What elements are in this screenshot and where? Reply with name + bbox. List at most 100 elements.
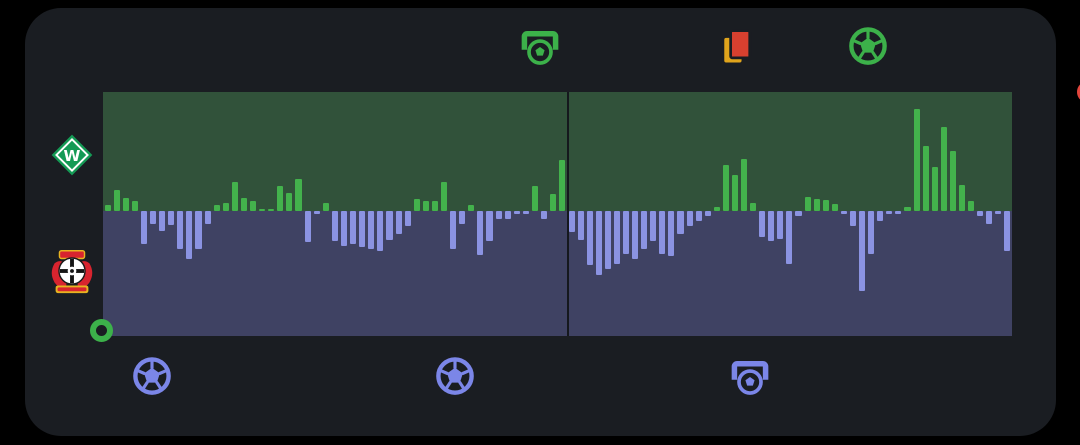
momentum-bar	[440, 182, 448, 211]
momentum-bar	[495, 211, 502, 219]
momentum-bar-slot	[1004, 92, 1011, 336]
momentum-bar-slot	[759, 92, 766, 336]
momentum-bar-slot	[531, 92, 538, 336]
momentum-bar-slot	[777, 92, 784, 336]
momentum-bar	[131, 201, 138, 211]
momentum-chart[interactable]	[90, 81, 1080, 342]
momentum-bar-slot	[222, 92, 229, 336]
momentum-bar-slot	[568, 92, 575, 336]
momentum-bar	[849, 211, 857, 226]
momentum-bar-slot	[204, 92, 211, 336]
momentum-bar	[940, 127, 947, 211]
momentum-bar-slot	[450, 92, 457, 336]
momentum-bar-slot	[913, 92, 920, 336]
momentum-bar	[759, 211, 766, 237]
momentum-bar-slot	[986, 92, 993, 336]
momentum-bar	[140, 211, 147, 244]
momentum-bar-slot	[340, 92, 348, 336]
momentum-bar	[477, 211, 484, 255]
momentum-bar	[613, 211, 620, 264]
momentum-bar-slot	[822, 92, 829, 336]
momentum-bar	[431, 201, 438, 211]
momentum-bar	[340, 211, 348, 246]
momentum-bar-slot	[404, 92, 411, 336]
momentum-bar	[840, 211, 847, 214]
momentum-bar-slot	[195, 92, 202, 336]
momentum-bar	[331, 211, 338, 241]
momentum-bar	[368, 211, 375, 249]
momentum-bar	[231, 182, 238, 211]
start-marker-handle[interactable]	[90, 319, 113, 342]
momentum-bar-slot	[322, 92, 329, 336]
momentum-bar	[977, 211, 984, 216]
football-icon	[434, 355, 476, 401]
momentum-bar	[604, 211, 611, 269]
momentum-bar	[422, 201, 429, 211]
momentum-bar	[122, 198, 129, 211]
momentum-bar	[159, 211, 166, 231]
momentum-bar-slot	[350, 92, 357, 336]
momentum-bar	[149, 211, 157, 224]
momentum-bar-slot	[977, 92, 984, 336]
momentum-bar-slot	[113, 92, 120, 336]
momentum-bar-slot	[149, 92, 157, 336]
momentum-bar-slot	[459, 92, 466, 336]
momentum-bar-slot	[550, 92, 557, 336]
momentum-bar-slot	[931, 92, 938, 336]
momentum-bar	[113, 190, 120, 211]
momentum-bar-slot	[768, 92, 775, 336]
momentum-bar	[295, 179, 302, 211]
momentum-bar	[949, 151, 956, 211]
bayer-leverkusen-logo[interactable]	[45, 244, 99, 298]
momentum-bar	[859, 211, 866, 291]
momentum-bar-slot	[186, 92, 193, 336]
momentum-bar-slot	[131, 92, 138, 336]
momentum-bar	[922, 146, 929, 211]
momentum-bar	[240, 198, 247, 211]
momentum-bar	[722, 165, 729, 211]
football-icon	[847, 25, 889, 71]
momentum-bar-slot	[504, 92, 511, 336]
momentum-bar	[304, 211, 311, 242]
momentum-bar-slot	[704, 92, 711, 336]
momentum-bar	[804, 197, 811, 211]
momentum-bar	[931, 167, 938, 211]
momentum-bar	[222, 203, 229, 211]
momentum-bar-slot	[440, 92, 448, 336]
momentum-bar-slot	[431, 92, 438, 336]
momentum-bar	[686, 211, 693, 226]
momentum-bar	[104, 205, 111, 211]
momentum-bar-slot	[277, 92, 284, 336]
momentum-bar-slot	[831, 92, 838, 336]
momentum-bar	[513, 211, 520, 214]
momentum-bar	[259, 209, 266, 211]
momentum-bar	[413, 199, 420, 211]
momentum-bar-slot	[268, 92, 275, 336]
momentum-bar-slot	[695, 92, 702, 336]
momentum-bar-slot	[577, 92, 584, 336]
werder-bremen-logo[interactable]: W	[49, 132, 95, 178]
momentum-bar	[777, 211, 784, 239]
momentum-bar	[286, 193, 293, 211]
momentum-bar	[541, 211, 548, 219]
momentum-bar-slot	[413, 92, 420, 336]
momentum-bar	[677, 211, 684, 234]
momentum-bar-slot	[250, 92, 257, 336]
momentum-bar	[967, 201, 975, 211]
momentum-bar-slot	[722, 92, 729, 336]
momentum-bar	[768, 211, 775, 241]
momentum-bar-slot	[786, 92, 793, 336]
momentum-bar	[577, 211, 584, 240]
momentum-bar	[204, 211, 211, 224]
momentum-bar-slot	[177, 92, 184, 336]
momentum-bar	[250, 201, 257, 211]
momentum-bar	[313, 211, 320, 214]
momentum-bar	[386, 211, 393, 240]
momentum-bar-slot	[713, 92, 720, 336]
momentum-bar-slot	[949, 92, 956, 336]
momentum-bar	[632, 211, 639, 259]
momentum-bar-slot	[213, 92, 220, 336]
momentum-bar-slot	[313, 92, 320, 336]
momentum-bar	[795, 211, 802, 216]
momentum-bar-slot	[377, 92, 384, 336]
